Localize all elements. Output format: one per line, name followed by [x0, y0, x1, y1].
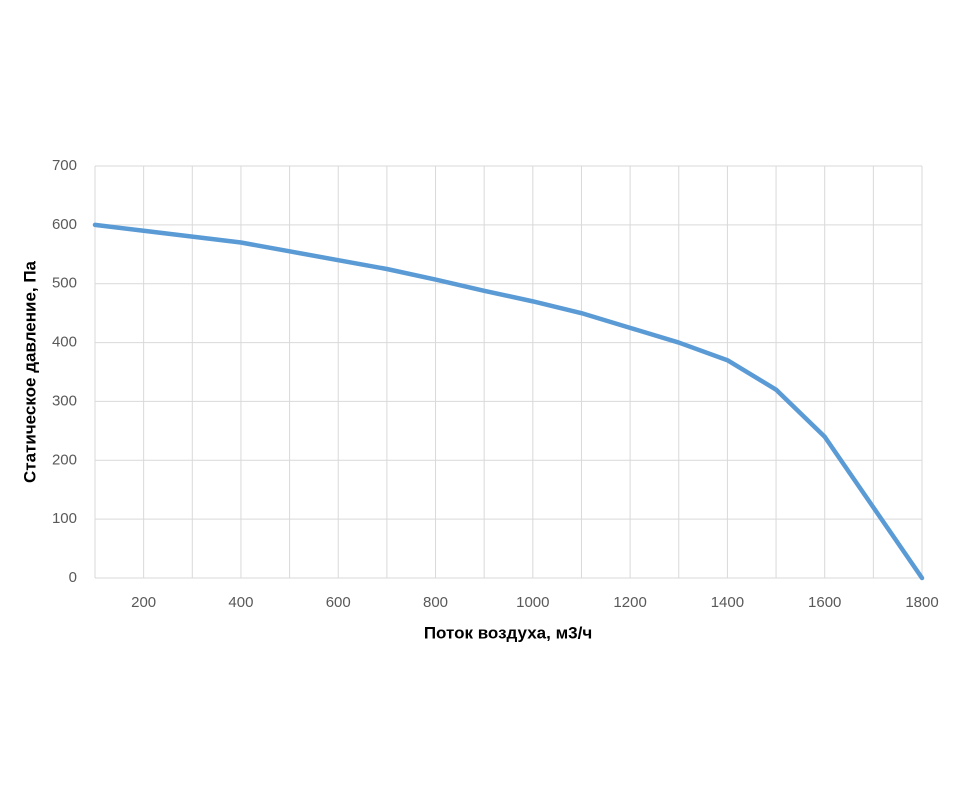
y-tick-label: 100	[52, 510, 77, 527]
x-tick-label: 1200	[613, 594, 646, 611]
x-tick-label: 400	[228, 594, 253, 611]
y-tick-label: 500	[52, 275, 77, 292]
x-axis-title: Поток воздуха, м3/ч	[424, 623, 592, 642]
y-tick-label: 700	[52, 157, 77, 174]
y-tick-label: 400	[52, 334, 77, 351]
y-tick-label: 300	[52, 392, 77, 409]
y-axis-title: Статическое давление, Па	[20, 260, 39, 483]
y-tick-label: 0	[69, 569, 77, 586]
y-tick-label: 600	[52, 216, 77, 233]
x-tick-label: 1800	[905, 594, 938, 611]
x-tick-label: 800	[423, 594, 448, 611]
x-tick-label: 1400	[711, 594, 744, 611]
x-tick-label: 1000	[516, 594, 549, 611]
x-tick-label: 600	[326, 594, 351, 611]
x-tick-label: 200	[131, 594, 156, 611]
y-tick-label: 200	[52, 451, 77, 468]
data-line	[92, 222, 925, 581]
x-tick-label: 1600	[808, 594, 841, 611]
